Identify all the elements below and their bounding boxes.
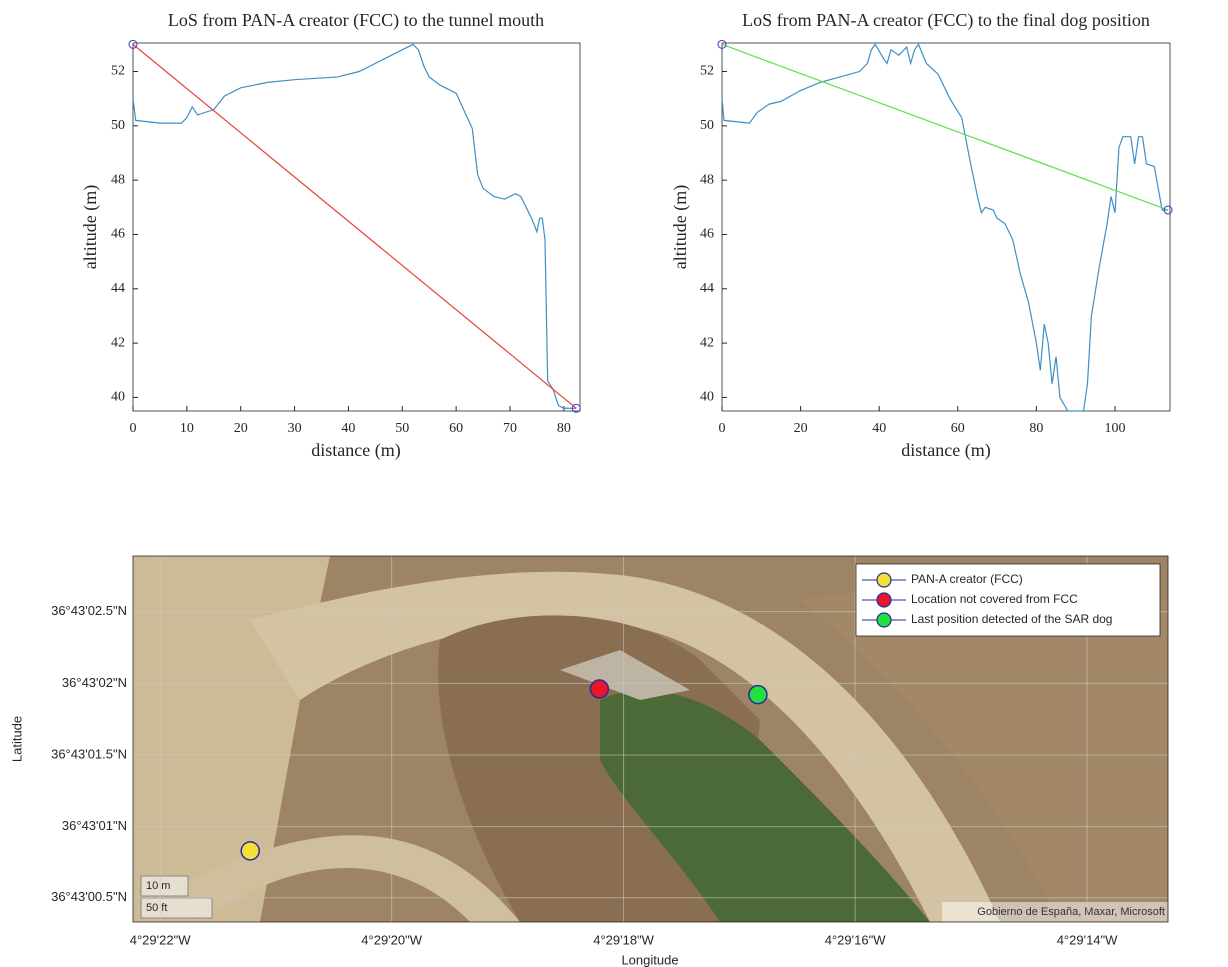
attribution-box [942, 902, 1168, 922]
x-tick-label: 4°29'16"W [825, 932, 886, 947]
x-tick-label: 10 [180, 421, 194, 436]
x-tick-label: 4°29'18"W [593, 932, 654, 947]
scale-label: 50 ft [146, 902, 167, 914]
x-tick-label: 4°29'22"W [130, 932, 191, 947]
point-marker [128, 39, 138, 49]
y-tick-label: 36°43'02"N [62, 675, 127, 690]
x-axis-label: Longitude [621, 952, 678, 967]
series-line [721, 43, 1169, 211]
legend-label: Location not covered from FCC [911, 592, 1078, 606]
x-tick-label: 0 [719, 421, 726, 436]
series-line [132, 43, 577, 409]
attribution: Gobierno de España, Maxar, Microsoft [977, 906, 1165, 918]
y-tick-label: 48 [700, 172, 714, 187]
y-tick-label: 40 [700, 390, 714, 405]
x-axis-label: distance (m) [311, 440, 400, 461]
x-axis-label: distance (m) [901, 440, 990, 461]
y-tick-label: 52 [700, 64, 714, 79]
y-tick-label: 48 [111, 172, 125, 187]
x-tick-label: 30 [288, 421, 302, 436]
x-tick-label: 50 [395, 421, 409, 436]
y-tick-label: 36°43'01"N [62, 818, 127, 833]
legend-marker [876, 612, 892, 628]
point-marker [571, 403, 581, 413]
y-tick-label: 46 [700, 227, 714, 242]
legend-marker [876, 592, 892, 608]
plot-area [721, 42, 1171, 412]
scale-box [140, 875, 189, 897]
legend [855, 563, 1161, 637]
point-marker [717, 39, 727, 49]
x-tick-label: 20 [234, 421, 248, 436]
x-tick-label: 80 [1029, 421, 1043, 436]
chart-title: LoS from PAN-A creator (FCC) to the fina… [742, 10, 1150, 31]
y-tick-label: 36°43'00.5"N [51, 889, 127, 904]
y-axis-label: altitude (m) [670, 185, 691, 269]
point [589, 679, 610, 699]
y-axis-label: altitude (m) [80, 185, 101, 269]
y-tick-label: 36°43'02.5"N [51, 603, 127, 618]
x-tick-label: 20 [794, 421, 808, 436]
y-tick-label: 46 [111, 227, 125, 242]
x-tick-label: 0 [130, 421, 137, 436]
point-marker [1163, 205, 1173, 215]
y-tick-label: 40 [111, 390, 125, 405]
chart-title: LoS from PAN-A creator (FCC) to the tunn… [168, 10, 544, 31]
x-tick-label: 40 [872, 421, 886, 436]
x-tick-label: 70 [503, 421, 517, 436]
y-tick-label: 50 [111, 118, 125, 133]
y-tick-label: 50 [700, 118, 714, 133]
x-tick-label: 40 [341, 421, 355, 436]
y-tick-label: 36°43'01.5"N [51, 746, 127, 761]
legend-label: Last position detected of the SAR dog [911, 612, 1112, 626]
series-line [132, 43, 577, 409]
point [240, 841, 260, 861]
y-tick-label: 42 [700, 335, 714, 350]
y-tick-label: 44 [111, 281, 125, 296]
x-tick-label: 60 [449, 421, 463, 436]
x-tick-label: 4°29'14"W [1057, 932, 1118, 947]
legend-label: PAN-A creator (FCC) [911, 572, 1023, 586]
y-tick-label: 42 [111, 335, 125, 350]
y-tick-label: 52 [111, 64, 125, 79]
point [748, 684, 768, 705]
x-tick-label: 80 [557, 421, 571, 436]
y-tick-label: 44 [700, 281, 714, 296]
y-axis-label: Latitude [9, 716, 24, 762]
series-line [721, 43, 1169, 412]
plot-frame [132, 555, 1169, 923]
x-tick-label: 4°29'20"W [361, 932, 422, 947]
scale-label: 10 m [146, 880, 170, 892]
legend-marker [876, 572, 892, 588]
x-tick-label: 60 [951, 421, 965, 436]
x-tick-label: 100 [1104, 421, 1125, 436]
